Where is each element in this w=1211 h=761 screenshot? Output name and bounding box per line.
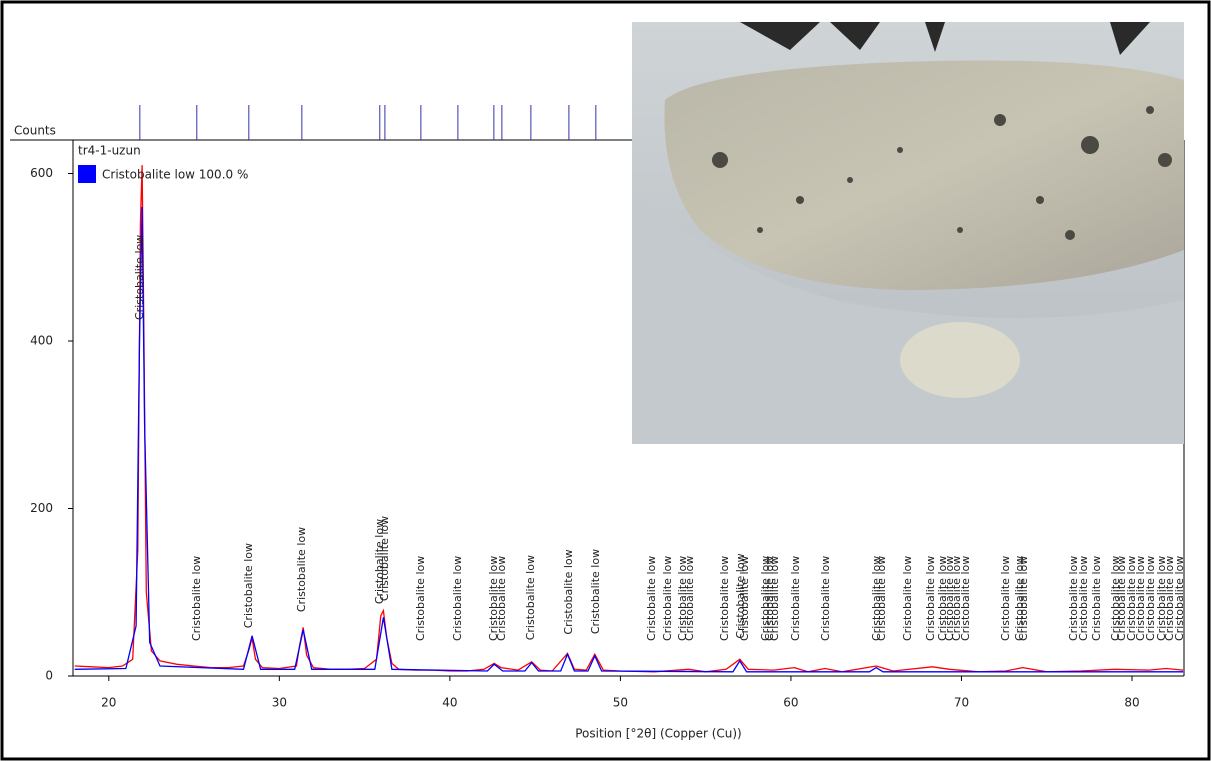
- x-axis-label: Position [°2θ] (Copper (Cu)): [575, 727, 742, 741]
- peak-label: Cristobalite low: [819, 556, 832, 641]
- peak-label: Cristobalite low: [524, 555, 537, 640]
- peak-label: Cristobalite low: [718, 556, 731, 641]
- x-tick-label: 20: [101, 696, 116, 710]
- x-tick-label: 70: [954, 696, 969, 710]
- peak-label: Cristobalite low: [875, 556, 888, 641]
- x-tick-label: 30: [272, 696, 287, 710]
- chart: 20 30 40 50 60 70 80 0 200 400 600 Counts Position […: [0, 0, 1211, 761]
- peak-label: Cristobalite low: [683, 556, 696, 641]
- x-tick-label: 40: [442, 696, 457, 710]
- peak-label: Cristobalite low: [495, 556, 508, 641]
- legend-swatch: [78, 165, 96, 183]
- peak-label: Cristobalite low: [190, 556, 203, 641]
- peak-label: Cristobalite low: [661, 556, 674, 641]
- peak-label: Cristobalite low: [1017, 556, 1030, 641]
- peak-label: Cristobalite low: [768, 556, 781, 641]
- peak-label: Cristobalite low: [589, 549, 602, 634]
- x-tick-label: 80: [1124, 696, 1139, 710]
- peak-label: Cristobalite low: [378, 516, 391, 601]
- x-tick-label: 50: [613, 696, 628, 710]
- peak-label: Cristobalite low: [242, 543, 255, 628]
- y-tick-label: 0: [45, 669, 53, 683]
- peak-label: Cristobalite low: [789, 556, 802, 641]
- peak-label: Cristobalite low: [133, 235, 146, 320]
- x-tick-label: 60: [783, 696, 798, 710]
- peak-label: Cristobalite low: [562, 549, 575, 634]
- y-tick-label: 400: [30, 334, 53, 348]
- peak-label: Cristobalite low: [414, 556, 427, 641]
- peak-label: Cristobalite low: [901, 556, 914, 641]
- peak-label: Cristobalite low: [1173, 556, 1186, 641]
- peak-label: Cristobalite low: [295, 527, 308, 612]
- peak-label: Cristobalite low: [959, 556, 972, 641]
- sample-name: tr4-1-uzun: [78, 144, 141, 158]
- peak-label: Cristobalite low: [451, 556, 464, 641]
- peak-label: Cristobalite low: [645, 556, 658, 641]
- photo-inset: [632, 22, 1184, 444]
- legend-label: Cristobalite low 100.0 %: [102, 168, 248, 182]
- y-tick-label: 200: [30, 501, 53, 515]
- peak-label: Cristobalite low: [999, 556, 1012, 641]
- peak-label: Cristobalite low: [1090, 556, 1103, 641]
- y-axis-label: Counts: [14, 124, 56, 138]
- peak-label: Cristobalite low: [1077, 556, 1090, 641]
- peak-label: Cristobalite low: [738, 556, 751, 641]
- y-tick-label: 600: [30, 166, 53, 180]
